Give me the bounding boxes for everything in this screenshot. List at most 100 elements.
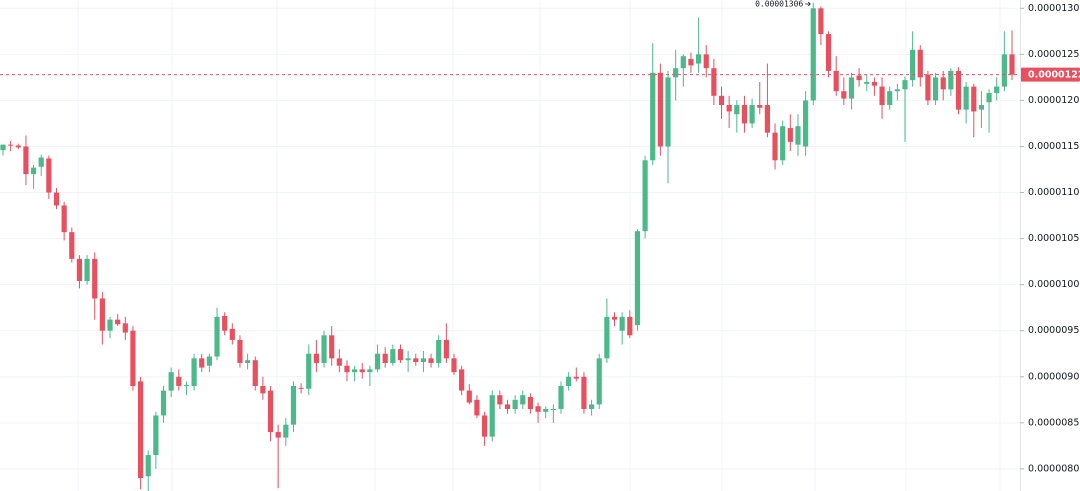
candle-body bbox=[718, 95, 725, 106]
candle-body bbox=[137, 381, 144, 479]
candle-body bbox=[764, 105, 770, 133]
max-price-label: 0.00001306 bbox=[755, 0, 803, 9]
candle-body bbox=[222, 315, 228, 331]
candle-body bbox=[76, 258, 83, 281]
candle-body bbox=[1009, 54, 1015, 75]
candle-body bbox=[887, 91, 893, 106]
y-tick-label: 0.00001050 bbox=[1028, 233, 1080, 244]
candle-body bbox=[627, 316, 633, 336]
candle-body bbox=[336, 358, 342, 366]
candle-body bbox=[986, 93, 992, 103]
candle-body bbox=[8, 144, 14, 146]
candle-body bbox=[864, 81, 870, 84]
candle-body bbox=[535, 406, 541, 412]
y-tick-label: 0.00001200 bbox=[1028, 95, 1080, 106]
y-tick-label: 0.00000850 bbox=[1028, 417, 1080, 428]
candle-body bbox=[252, 360, 258, 386]
candle-body bbox=[757, 105, 763, 108]
candle-body bbox=[879, 86, 885, 106]
candle-body bbox=[313, 353, 320, 363]
candle-body bbox=[841, 91, 847, 99]
y-tick-label: 0.00000900 bbox=[1028, 371, 1080, 382]
candle-body bbox=[504, 404, 511, 410]
candle-body bbox=[352, 369, 358, 373]
y-tick-label: 0.00001150 bbox=[1028, 141, 1080, 152]
candle-body bbox=[374, 353, 381, 370]
candle-body bbox=[795, 126, 801, 145]
candle-body bbox=[145, 455, 151, 477]
candle-body bbox=[283, 424, 289, 438]
candle-body bbox=[741, 105, 748, 124]
candle-body bbox=[971, 86, 977, 112]
candle-body bbox=[344, 365, 350, 373]
y-tick-label: 0.00001250 bbox=[1028, 49, 1080, 60]
candle-body bbox=[619, 316, 625, 331]
candle-body bbox=[833, 70, 839, 92]
candle-body bbox=[856, 75, 862, 81]
candle-body bbox=[810, 8, 816, 101]
candle-body bbox=[306, 353, 312, 389]
candle-body bbox=[382, 353, 388, 363]
candle-body bbox=[825, 34, 832, 71]
candle-body bbox=[734, 105, 740, 115]
candle-body bbox=[520, 395, 526, 405]
last-price-box bbox=[1021, 67, 1080, 82]
candle-body bbox=[711, 68, 717, 96]
candle-body bbox=[321, 335, 327, 363]
candle-body bbox=[405, 358, 411, 361]
candle-body bbox=[176, 376, 182, 386]
candle-body bbox=[237, 339, 243, 363]
candle-body bbox=[390, 349, 396, 363]
candle-body bbox=[459, 369, 465, 391]
candle-body bbox=[573, 376, 579, 379]
candle-body bbox=[642, 160, 648, 232]
candle-body bbox=[38, 157, 44, 167]
candle-body bbox=[543, 409, 549, 412]
y-tick-label: 0.00000950 bbox=[1028, 325, 1080, 336]
candle-body bbox=[596, 358, 602, 405]
candle-body bbox=[30, 167, 37, 175]
candle-body bbox=[160, 390, 167, 416]
candle-body bbox=[206, 356, 212, 366]
candle-body bbox=[497, 395, 503, 405]
candle-body bbox=[902, 80, 908, 90]
candle-body bbox=[397, 349, 404, 361]
candle-body bbox=[69, 232, 75, 259]
candle-body bbox=[122, 323, 128, 333]
candle-body bbox=[994, 86, 1000, 94]
candle-body bbox=[611, 316, 618, 320]
candle-body bbox=[894, 89, 900, 92]
candle-body bbox=[99, 298, 105, 331]
candle-body bbox=[298, 387, 304, 389]
candle-body bbox=[267, 390, 274, 433]
candle-body bbox=[963, 86, 969, 110]
candle-body bbox=[695, 54, 702, 64]
time-grid bbox=[77, 0, 1001, 491]
candle-body bbox=[489, 395, 495, 437]
candle-body bbox=[214, 316, 220, 357]
candle-body bbox=[15, 145, 21, 148]
candle-body bbox=[772, 132, 778, 161]
candle-body bbox=[436, 339, 442, 363]
candle-body bbox=[84, 258, 90, 281]
candle-body bbox=[229, 328, 235, 340]
candle-body bbox=[948, 70, 954, 90]
candle-body bbox=[451, 358, 457, 373]
candle-body bbox=[512, 399, 518, 410]
candle-body bbox=[23, 146, 29, 175]
candle-body bbox=[420, 358, 427, 363]
candle-body bbox=[787, 128, 793, 142]
y-tick-label: 0.00001300 bbox=[1028, 3, 1080, 14]
candle-body bbox=[917, 49, 923, 78]
candle-body bbox=[665, 77, 671, 147]
candle-body bbox=[245, 360, 251, 363]
candle-body bbox=[107, 319, 113, 331]
candle-body bbox=[604, 316, 610, 359]
candle-body bbox=[634, 231, 641, 326]
candle-body bbox=[749, 105, 755, 124]
candle-body bbox=[115, 319, 121, 325]
candle-body bbox=[0, 144, 6, 151]
candle-body bbox=[803, 100, 809, 147]
candle-body bbox=[925, 74, 931, 101]
y-tick-label: 0.00000800 bbox=[1028, 463, 1080, 474]
